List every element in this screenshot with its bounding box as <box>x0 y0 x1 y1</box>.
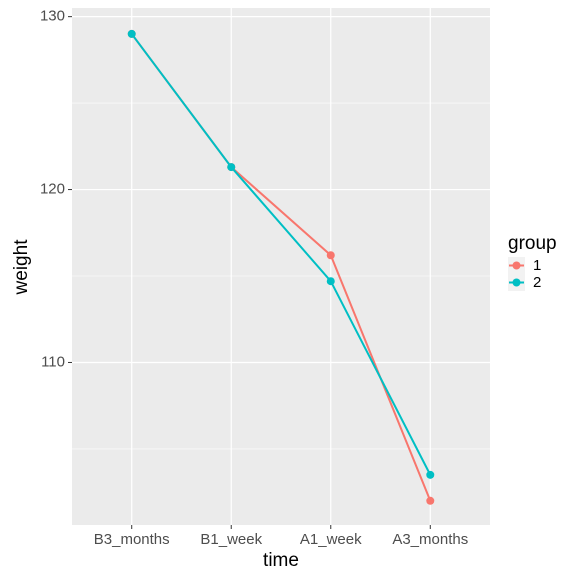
legend-title: group <box>508 233 557 254</box>
point <box>326 277 335 286</box>
x-tick-label: A3_months <box>392 531 468 548</box>
point <box>127 29 136 38</box>
y-tick-label: 110 <box>41 353 65 370</box>
y-tick-label: 130 <box>40 8 65 25</box>
x-tick-label: B3_months <box>94 531 170 548</box>
x-axis-title: time <box>263 550 299 569</box>
point <box>227 163 236 172</box>
series-line <box>130 33 432 476</box>
x-tick-label: A1_week <box>300 531 362 548</box>
legend-point <box>512 278 521 287</box>
legend-label: 2 <box>533 274 541 291</box>
legend-label: 1 <box>533 257 541 274</box>
x-tick-label: B1_week <box>200 531 262 548</box>
y-tick-label: 120 <box>40 181 65 198</box>
point <box>326 251 335 260</box>
y-axis-title: weight <box>11 239 32 296</box>
panel-background <box>72 8 490 525</box>
legend-point <box>512 261 521 270</box>
point <box>426 496 435 505</box>
point <box>426 470 435 479</box>
